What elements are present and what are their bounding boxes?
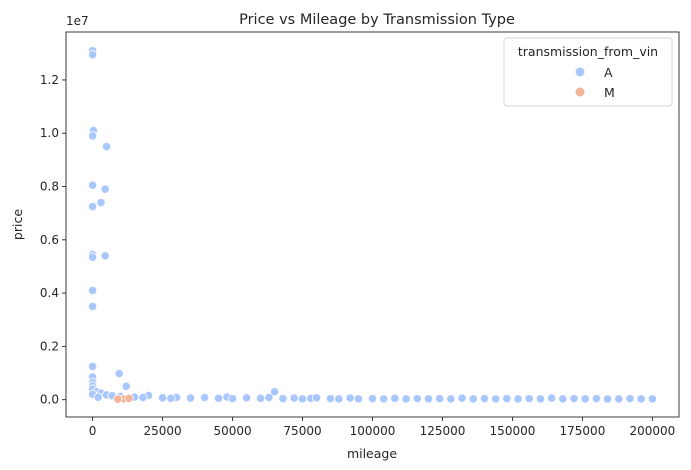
data-point-a (401, 394, 411, 404)
data-point-a (558, 394, 568, 404)
data-point-a (325, 394, 336, 404)
data-point-a (535, 394, 546, 404)
y-axis-label: price (10, 209, 25, 240)
y-axis: 0.0 0.2 0.4 0.6 0.8 1.0 1.2 (40, 73, 66, 407)
legend-box (503, 37, 673, 107)
data-point-a (353, 394, 364, 404)
plot-area (65, 31, 680, 418)
data-point-a (367, 394, 378, 404)
data-point-a (479, 394, 490, 404)
data-point-m (124, 393, 134, 403)
data-point-a (311, 393, 322, 403)
y-tick-label: 1.2 (40, 73, 59, 87)
data-point-a (491, 394, 501, 404)
data-point-a (278, 394, 288, 404)
data-point-a (412, 394, 422, 404)
data-point-a (87, 50, 98, 60)
x-axis-label: mileage (347, 446, 397, 461)
data-point-a (87, 201, 98, 212)
data-point-a (636, 394, 646, 404)
x-tick-label: 200000 (630, 424, 676, 438)
data-point-a (547, 393, 557, 403)
data-point-a (241, 393, 252, 403)
y-tick-label: 1.0 (40, 126, 59, 140)
legend-label-a: A (604, 65, 613, 80)
x-tick-label: 25000 (143, 424, 181, 438)
data-point-a (87, 180, 98, 190)
legend-marker-m (575, 87, 585, 97)
x-tick-label: 175000 (560, 424, 606, 438)
x-axis: 0 25000 50000 75000 100000 125000 150000 175000… (89, 417, 676, 438)
data-point-a (100, 184, 110, 194)
data-point-a (166, 393, 176, 403)
y-tick-label: 0.4 (40, 286, 59, 300)
data-point-a (379, 394, 389, 404)
data-point-a (647, 394, 658, 404)
data-point-a (345, 393, 355, 403)
data-point-a (114, 368, 124, 379)
x-tick-label: 75000 (283, 424, 321, 438)
data-point-a (524, 394, 534, 404)
data-point-a (435, 394, 445, 404)
data-point-a (334, 394, 344, 404)
legend-marker-a (575, 67, 585, 77)
data-point-a (390, 393, 400, 403)
data-point-a (100, 251, 110, 261)
data-point-a (87, 131, 98, 141)
data-point-a (502, 394, 512, 404)
data-point-a (87, 252, 98, 262)
legend: transmission_from_vin A M (503, 37, 673, 107)
data-point-a (297, 394, 308, 404)
x-tick-label: 150000 (490, 424, 536, 438)
y-tick-label: 0.8 (40, 180, 59, 194)
legend-title: transmission_from_vin (518, 44, 658, 59)
data-point-a (580, 394, 590, 404)
data-point-a (513, 394, 523, 404)
x-tick-label: 0 (89, 424, 97, 438)
data-point-a (101, 141, 112, 152)
data-point-a (185, 393, 196, 403)
x-tick-label: 50000 (213, 424, 251, 438)
data-point-a (227, 394, 238, 404)
data-point-a (87, 285, 98, 296)
data-point-a (255, 393, 266, 403)
chart-title: Price vs Mileage by Transmission Type (239, 12, 515, 28)
data-point-a (121, 381, 131, 391)
y-tick-label: 0.0 (40, 393, 59, 407)
points-layer (87, 46, 658, 404)
data-point-a (138, 392, 148, 403)
data-point-a (213, 393, 224, 403)
data-point-m (113, 394, 123, 404)
data-point-a (199, 392, 210, 403)
data-point-a (569, 394, 579, 404)
data-point-a (603, 394, 613, 404)
x-tick-label: 125000 (420, 424, 466, 438)
data-point-a (446, 394, 456, 404)
data-point-a (625, 394, 635, 404)
y-tick-label: 0.6 (40, 233, 59, 247)
y-offset-text: 1e7 (66, 14, 89, 28)
data-point-a (264, 392, 274, 403)
data-point-a (157, 393, 168, 403)
data-point-a (96, 197, 106, 208)
data-point-a (614, 394, 624, 404)
legend-label-m: M (604, 85, 615, 100)
data-point-a (457, 393, 467, 403)
data-point-a (93, 392, 103, 402)
data-point-a (289, 393, 299, 403)
data-point-a (591, 394, 602, 404)
x-tick-label: 100000 (350, 424, 396, 438)
data-point-a (87, 361, 98, 371)
y-tick-label: 0.2 (40, 339, 59, 353)
data-point-a (269, 387, 280, 397)
data-point-a (468, 394, 478, 404)
data-point-a (87, 301, 98, 312)
data-point-a (423, 394, 434, 404)
